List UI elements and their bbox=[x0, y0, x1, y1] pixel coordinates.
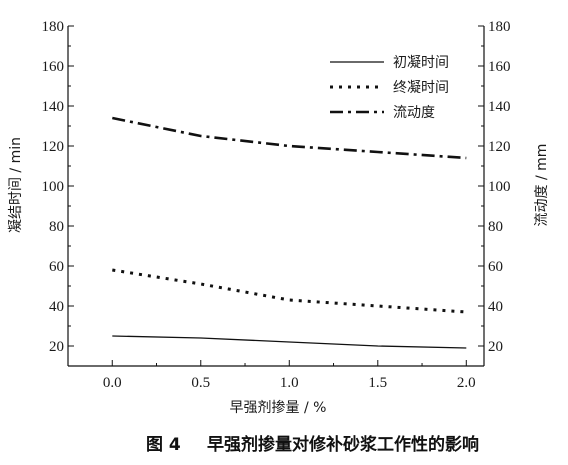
y-tick-label-left: 40 bbox=[49, 299, 64, 315]
caption-label: 图 4 bbox=[146, 435, 181, 455]
series-line-1 bbox=[112, 335, 467, 349]
y-tick-label-right: 180 bbox=[488, 19, 511, 35]
y-tick-label-right: 60 bbox=[488, 259, 503, 275]
x-tick-label: 0.5 bbox=[191, 375, 210, 391]
caption-text: 早强剂掺量对修补砂浆工作性的影响 bbox=[207, 434, 479, 455]
y-tick-label-right: 40 bbox=[488, 299, 503, 315]
y-tick-label-right: 140 bbox=[488, 99, 511, 115]
legend-label-2: 终凝时间 bbox=[393, 80, 449, 96]
legend-label-3: 流动度 bbox=[393, 105, 435, 121]
x-tick-label: 2.0 bbox=[457, 375, 476, 391]
y-tick-label-left: 60 bbox=[49, 259, 64, 275]
y-tick-label-left: 100 bbox=[42, 179, 65, 195]
x-axis-label: 早强剂掺量 / % bbox=[230, 399, 327, 416]
y-tick-label-right: 160 bbox=[488, 59, 511, 75]
y-tick-label-left: 160 bbox=[42, 59, 65, 75]
series-lines bbox=[112, 116, 467, 349]
y-tick-label-right: 80 bbox=[488, 219, 503, 235]
y-tick-label-left: 80 bbox=[49, 219, 64, 235]
y-axis-label-left: 凝结时间 / min bbox=[8, 137, 24, 233]
axes bbox=[67, 26, 485, 367]
y-tick-label-left: 180 bbox=[42, 19, 65, 35]
y-axis-label-right: 流动度 / mm bbox=[534, 144, 550, 227]
ticks: 20 20 40 40 60 60 80 80 100 100 120 120 140 140 160 160… bbox=[42, 19, 511, 391]
y-tick-label-right: 100 bbox=[488, 179, 511, 195]
series-line-3 bbox=[112, 116, 467, 160]
y-tick-label-left: 120 bbox=[42, 139, 65, 155]
x-tick-label: 1.0 bbox=[280, 375, 299, 391]
y-tick-label-left: 140 bbox=[42, 99, 65, 115]
y-tick-label-right: 120 bbox=[488, 139, 511, 155]
y-tick-label-left: 20 bbox=[49, 339, 64, 355]
y-tick-label-right: 20 bbox=[488, 339, 503, 355]
series-line-2 bbox=[112, 268, 467, 314]
x-tick-label: 0.0 bbox=[103, 375, 122, 391]
x-tick-label: 1.5 bbox=[368, 375, 387, 391]
legend-label-1: 初凝时间 bbox=[393, 54, 449, 71]
